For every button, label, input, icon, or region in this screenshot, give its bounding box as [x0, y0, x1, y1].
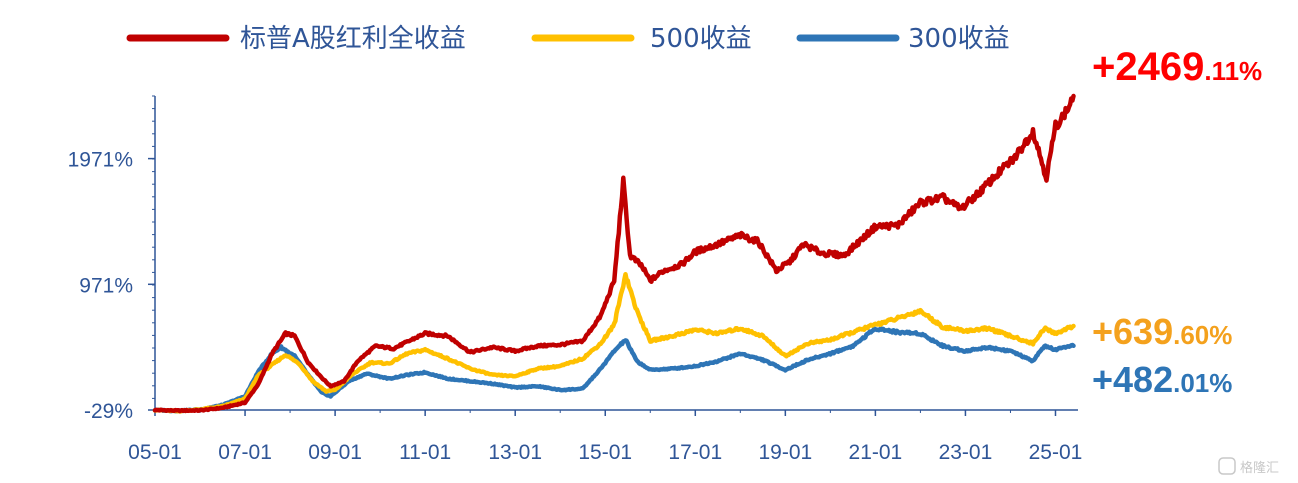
y-tick-label: 971%	[79, 274, 133, 297]
end-value-label: +2469.11%	[1092, 45, 1262, 89]
end-value-sign: +	[1092, 359, 1113, 400]
legend-label: 300收益	[908, 24, 1010, 54]
end-value-integer: 482	[1113, 359, 1173, 400]
x-tick-label: 17-01	[668, 441, 722, 464]
series-line	[152, 271, 1076, 414]
legend-label: 标普A股红利全收益	[240, 24, 466, 54]
x-tick-label: 25-01	[1029, 441, 1083, 464]
series-line	[152, 93, 1076, 414]
end-value-decimal: .01%	[1173, 368, 1232, 398]
watermark-logo-icon	[1218, 457, 1236, 475]
x-tick-label: 13-01	[488, 441, 542, 464]
legend-label: 500收益	[650, 24, 752, 54]
legend: 标普A股红利全收益 500收益 300收益	[126, 24, 1010, 54]
end-value-integer: 639	[1113, 311, 1173, 352]
series-line	[152, 326, 1076, 414]
y-minor-ticks	[152, 95, 155, 399]
x-tick-label: 23-01	[939, 441, 993, 464]
end-value-sign: +	[1092, 45, 1115, 89]
x-tick-label: 09-01	[308, 441, 362, 464]
x-tick-label: 05-01	[128, 441, 182, 464]
y-tick-labels: 1971% 971% -29%	[68, 149, 155, 423]
x-tick-label: 15-01	[578, 441, 632, 464]
x-ticks: 05-01 07-01 09-01 11-01 13-01 15-01 17-01 19-01…	[128, 410, 1082, 464]
end-value-label: +482.01%	[1092, 359, 1232, 400]
plot-area: 1971% 971% -29% 05-01 07-01 09-01 11-01 13-01 1…	[68, 93, 1082, 464]
x-tick-label: 11-01	[399, 441, 451, 464]
end-value-label: +639.60%	[1092, 311, 1232, 352]
y-tick-label: 1971%	[68, 149, 133, 172]
series-lines	[152, 93, 1076, 414]
x-tick-label: 07-01	[218, 441, 272, 464]
end-value-sign: +	[1092, 311, 1113, 352]
y-tick-label: -29%	[84, 400, 133, 423]
watermark: 格隆汇	[1218, 457, 1279, 476]
watermark-text: 格隆汇	[1240, 460, 1279, 476]
end-labels: +2469.11%+639.60%+482.01%	[1092, 45, 1262, 400]
end-value-integer: 2469	[1115, 45, 1204, 89]
end-value-decimal: .60%	[1173, 320, 1232, 350]
x-tick-label: 19-01	[758, 441, 812, 464]
end-value-decimal: .11%	[1204, 56, 1262, 86]
x-tick-label: 21-01	[849, 441, 903, 464]
